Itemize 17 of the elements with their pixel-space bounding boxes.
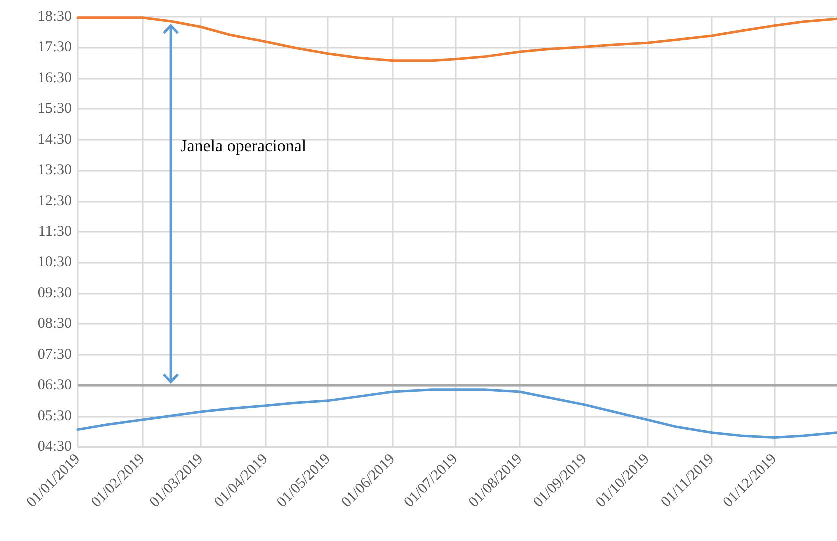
y-tick-label: 11:30 xyxy=(38,224,72,240)
y-tick-label: 18:30 xyxy=(38,9,72,25)
y-tick-label: 15:30 xyxy=(38,101,72,118)
y-tick-label: 08:30 xyxy=(38,316,72,332)
y-tick-label: 17:30 xyxy=(38,40,72,56)
y-tick-label: 09:30 xyxy=(38,285,72,302)
y-tick-label: 05:30 xyxy=(38,408,72,424)
y-tick-label: 13:30 xyxy=(38,162,72,179)
y-tick-label: 10:30 xyxy=(38,254,72,271)
y-tick-label: 07:30 xyxy=(38,346,72,363)
line-series xyxy=(76,388,837,440)
y-tick-label: 04:30 xyxy=(38,439,72,455)
y-tick-label: 06:30 xyxy=(38,378,72,394)
annotation: Janela operacional xyxy=(180,136,307,156)
y-tick-label: 14:30 xyxy=(38,132,72,148)
y-tick-label: 12:30 xyxy=(38,193,72,210)
y-tick-label: 16:30 xyxy=(38,70,72,86)
